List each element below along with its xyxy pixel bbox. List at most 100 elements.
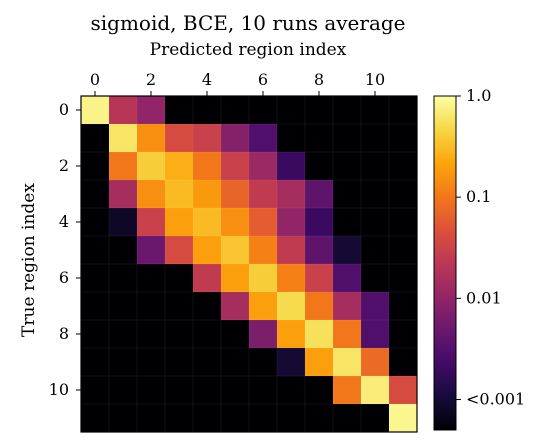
heatmap-cell-r5-c1 (109, 236, 138, 265)
heatmap-cell-r9-c11 (389, 348, 418, 377)
heatmap-cell-r5-c7 (277, 236, 306, 265)
y-tick-label: 8 (59, 324, 69, 343)
colorbar-tick-label: 0.01 (466, 288, 502, 307)
heatmap-cell-r7-c3 (165, 292, 194, 321)
heatmap-cell-r7-c9 (333, 292, 362, 321)
heatmap-cell-r0-c10 (361, 96, 390, 125)
heatmap-cell-r3-c7 (277, 180, 306, 209)
heatmap-cell-r2-c9 (333, 152, 362, 181)
heatmap-cell-r0-c11 (389, 96, 418, 125)
heatmap-cell-r5-c3 (165, 236, 194, 265)
heatmap-cell-r10-c8 (305, 376, 334, 405)
heatmap-cell-r9-c2 (137, 348, 166, 377)
heatmap-cell-r11-c4 (193, 404, 222, 433)
heatmap-cell-r4-c2 (137, 208, 166, 237)
heatmap-cell-r1-c11 (389, 124, 418, 153)
heatmap-cell-r8-c1 (109, 320, 138, 349)
heatmap-cell-r2-c5 (221, 152, 250, 181)
y-tick-label: 6 (59, 268, 69, 287)
heatmap-cell-r4-c1 (109, 208, 138, 237)
x-tick-label: 2 (146, 70, 156, 89)
chart-title: sigmoid, BCE, 10 runs average (91, 11, 406, 35)
heatmap-cell-r5-c10 (361, 236, 390, 265)
heatmap-cell-r10-c6 (249, 376, 278, 405)
heatmap-cell-r11-c3 (165, 404, 194, 433)
heatmap-cell-r6-c9 (333, 264, 362, 293)
heatmap-cell-r2-c1 (109, 152, 138, 181)
heatmap-cell-r4-c6 (249, 208, 278, 237)
heatmap-cell-r10-c11 (389, 376, 418, 405)
heatmap-cell-r0-c2 (137, 96, 166, 125)
heatmap-cell-r9-c4 (193, 348, 222, 377)
heatmap-cell-r3-c11 (389, 180, 418, 209)
heatmap-cell-r8-c2 (137, 320, 166, 349)
heatmap-cell-r10-c3 (165, 376, 194, 405)
heatmap-cell-r10-c10 (361, 376, 390, 405)
heatmap-cell-r0-c7 (277, 96, 306, 125)
heatmap-cell-r3-c3 (165, 180, 194, 209)
heatmap-cell-r10-c4 (193, 376, 222, 405)
y-tick-label: 2 (59, 156, 69, 175)
colorbar-ticks: 1.0 0.1 0.01 <0.001 (456, 86, 525, 409)
heatmap-cell-r10-c1 (109, 376, 138, 405)
heatmap-cell-r11-c2 (137, 404, 166, 433)
x-tick-label: 6 (258, 70, 268, 89)
heatmap-cell-r3-c4 (193, 180, 222, 209)
x-tick-label: 0 (90, 70, 100, 89)
heatmap-cell-r9-c0 (81, 348, 110, 377)
heatmap-cell-r6-c8 (305, 264, 334, 293)
heatmap-cell-r8-c4 (193, 320, 222, 349)
heatmap-cell-r2-c6 (249, 152, 278, 181)
heatmap-cell-r7-c5 (221, 292, 250, 321)
y-axis-ticks: 0 2 4 6 8 10 (49, 100, 81, 399)
heatmap-cell-r4-c9 (333, 208, 362, 237)
x-axis-label: Predicted region index (150, 40, 347, 60)
heatmap-cells (81, 96, 418, 433)
heatmap-cell-r4-c0 (81, 208, 110, 237)
heatmap-cell-r9-c7 (277, 348, 306, 377)
heatmap-cell-r1-c4 (193, 124, 222, 153)
heatmap-cell-r5-c9 (333, 236, 362, 265)
heatmap-cell-r8-c8 (305, 320, 334, 349)
heatmap-cell-r3-c2 (137, 180, 166, 209)
heatmap-cell-r11-c6 (249, 404, 278, 433)
plot-frame (80, 95, 418, 433)
heatmap-cell-r4-c7 (277, 208, 306, 237)
heatmap-cell-r4-c8 (305, 208, 334, 237)
heatmap-cell-r5-c0 (81, 236, 110, 265)
heatmap-cell-r8-c5 (221, 320, 250, 349)
heatmap-cell-r1-c0 (81, 124, 110, 153)
heatmap-cell-r3-c8 (305, 180, 334, 209)
heatmap-cell-r8-c0 (81, 320, 110, 349)
heatmap-cell-r4-c3 (165, 208, 194, 237)
heatmap-cell-r8-c6 (249, 320, 278, 349)
heatmap-cell-r3-c1 (109, 180, 138, 209)
heatmap-cell-r1-c1 (109, 124, 138, 153)
heatmap-cell-r3-c9 (333, 180, 362, 209)
y-axis-label: True region index (19, 183, 39, 337)
heatmap-cell-r0-c6 (249, 96, 278, 125)
heatmap-cell-r4-c5 (221, 208, 250, 237)
heatmap-cell-r7-c1 (109, 292, 138, 321)
heatmap-cell-r11-c11 (389, 404, 418, 433)
heatmap-cell-r5-c2 (137, 236, 166, 265)
heatmap-cell-r8-c11 (389, 320, 418, 349)
heatmap-cell-r2-c3 (165, 152, 194, 181)
heatmap-cell-r6-c5 (221, 264, 250, 293)
heatmap-cell-r9-c8 (305, 348, 334, 377)
heatmap-cell-r10-c9 (333, 376, 362, 405)
heatmap-cell-r0-c1 (109, 96, 138, 125)
heatmap-cell-r6-c7 (277, 264, 306, 293)
heatmap-cell-r9-c6 (249, 348, 278, 377)
heatmap-cell-r1-c6 (249, 124, 278, 153)
heatmap-cell-r2-c10 (361, 152, 390, 181)
heatmap-cell-r7-c7 (277, 292, 306, 321)
heatmap-cell-r2-c0 (81, 152, 110, 181)
heatmap-cell-r1-c2 (137, 124, 166, 153)
heatmap-cell-r8-c7 (277, 320, 306, 349)
x-tick-label: 10 (365, 70, 385, 89)
heatmap-cell-r7-c0 (81, 292, 110, 321)
heatmap-cell-r5-c4 (193, 236, 222, 265)
heatmap-cell-r7-c4 (193, 292, 222, 321)
heatmap-cell-r11-c8 (305, 404, 334, 433)
